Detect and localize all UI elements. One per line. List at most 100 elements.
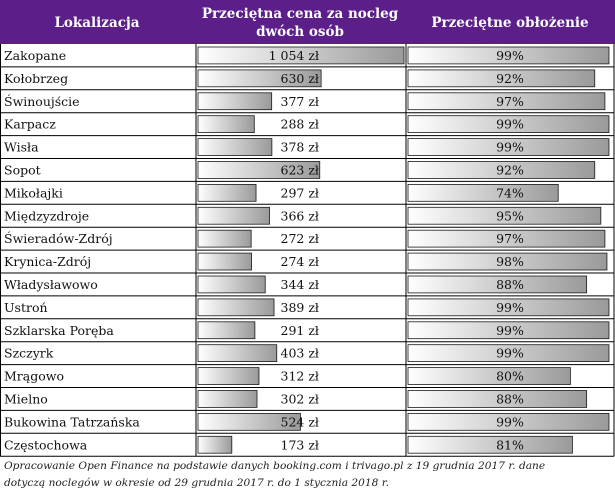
price-bar — [197, 206, 270, 225]
price-bar — [197, 115, 255, 133]
price-bar — [197, 183, 257, 202]
city-label: Władysławowo — [4, 277, 98, 292]
occupancy-label: 99% — [496, 140, 524, 155]
table-rows: Zakopane 1 054 zł 99% Kołobrzeg 630 zł 92% Świ… — [4, 46, 610, 454]
occupancy-label: 97% — [496, 94, 524, 109]
city-label: Ustroń — [4, 300, 48, 315]
city-label: Bukowina Tatrzańska — [4, 414, 140, 429]
price-label: 623 zł — [281, 163, 319, 178]
table-row: Szczyrk 403 zł 99% — [4, 344, 610, 363]
city-label: Mrągowo — [4, 369, 64, 384]
header-occupancy: Przeciętne obłożenie — [431, 15, 588, 31]
city-label: Zakopane — [4, 48, 66, 63]
price-label: 524 zł — [281, 414, 319, 429]
occupancy-label: 95% — [496, 208, 524, 223]
price-bar — [197, 390, 258, 408]
price-label: 288 zł — [281, 117, 319, 132]
price-bar — [197, 252, 252, 271]
city-label: Mielno — [4, 392, 48, 407]
price-label: 274 zł — [281, 254, 319, 269]
occupancy-label: 92% — [496, 163, 524, 178]
occupancy-label: 99% — [496, 300, 524, 315]
price-label: 630 zł — [281, 71, 319, 86]
occupancy-label: 88% — [496, 392, 524, 407]
price-bar — [197, 435, 233, 454]
table-row: Karpacz 288 zł 99% — [4, 115, 610, 133]
price-label: 297 zł — [281, 185, 319, 200]
price-bar — [197, 92, 273, 111]
table-row: Bukowina Tatrzańska 524 zł 99% — [4, 412, 610, 431]
table-row: Szklarska Poręba 291 zł 99% — [4, 321, 610, 340]
table-row: Krynica-Zdrój 274 zł 98% — [4, 252, 608, 271]
table-row: Międzyzdroje 366 zł 95% — [4, 206, 602, 225]
city-label: Sopot — [4, 163, 41, 178]
city-label: Szczyrk — [4, 346, 54, 361]
table-row: Świeradów-Zdrój 272 zł 97% — [4, 229, 606, 248]
occupancy-label: 80% — [496, 369, 524, 384]
price-bar — [197, 229, 252, 248]
occupancy-bar — [407, 321, 610, 340]
occupancy-label: 97% — [496, 231, 524, 246]
city-label: Świeradów-Zdrój — [4, 230, 113, 246]
table-row: Mrągowo 312 zł 80% — [4, 367, 571, 385]
price-bar — [197, 46, 405, 65]
city-label: Mikołajki — [4, 185, 63, 200]
occupancy-label: 74% — [496, 185, 524, 200]
header-price-line2: dwóch osób — [256, 24, 344, 40]
price-bar — [197, 412, 301, 431]
footnote: Opracowanie Open Finance na podstawie da… — [4, 458, 604, 492]
occupancy-label: 99% — [496, 346, 524, 361]
table-row: Częstochowa 173 zł 81% — [4, 435, 573, 454]
price-bar — [197, 275, 266, 294]
city-label: Kołobrzeg — [4, 71, 68, 86]
occupancy-bar — [407, 161, 596, 179]
occupancy-bar — [407, 138, 610, 156]
table-row: Władysławowo 344 zł 88% — [4, 275, 588, 294]
table-row: Sopot 623 zł 92% — [4, 161, 596, 179]
occupancy-bar — [407, 390, 588, 408]
occupancy-label: 99% — [496, 323, 524, 338]
price-label: 1 054 zł — [269, 48, 319, 63]
city-label: Częstochowa — [4, 437, 88, 452]
header-city: Lokalizacja — [54, 15, 139, 31]
occupancy-label: 99% — [496, 48, 524, 63]
table-row: Wisła 378 zł 99% — [4, 138, 610, 156]
price-label: 403 zł — [281, 346, 319, 361]
table-row: Mikołajki 297 zł 74% — [4, 183, 559, 202]
header-band — [0, 0, 615, 44]
price-label: 378 zł — [281, 140, 319, 155]
city-label: Szklarska Poręba — [4, 323, 114, 338]
occupancy-bar — [407, 367, 571, 385]
table-row: Kołobrzeg 630 zł 92% — [4, 69, 596, 88]
price-label: 344 zł — [281, 277, 319, 292]
header-price-line1: Przeciętna cena za nocleg — [202, 6, 399, 22]
city-label: Wisła — [4, 140, 39, 155]
price-bar — [197, 138, 273, 156]
table-row: Mielno 302 zł 88% — [4, 390, 588, 408]
occupancy-bar — [407, 46, 610, 65]
price-label: 302 zł — [281, 392, 319, 407]
price-bar — [197, 344, 278, 363]
footnote-line2: dotyczą noclegów w okresie od 29 grudnia… — [4, 477, 390, 489]
occupancy-bar — [407, 115, 610, 133]
price-label: 173 zł — [281, 437, 319, 452]
occupancy-bar — [407, 183, 559, 202]
occupancy-bar — [407, 412, 610, 431]
occupancy-label: 99% — [496, 414, 524, 429]
occupancy-label: 92% — [496, 71, 524, 86]
price-bar — [197, 367, 260, 385]
city-label: Karpacz — [4, 117, 56, 132]
price-label: 366 zł — [281, 208, 319, 223]
occupancy-bar — [407, 298, 610, 317]
city-label: Międzyzdroje — [4, 208, 89, 223]
price-label: 389 zł — [281, 300, 319, 315]
occupancy-bar — [407, 344, 610, 363]
price-bar — [197, 321, 256, 340]
price-label: 377 zł — [281, 94, 319, 109]
occupancy-bar — [407, 229, 606, 248]
occupancy-bar — [407, 252, 608, 271]
occupancy-label: 99% — [496, 117, 524, 132]
price-label: 291 zł — [281, 323, 319, 338]
city-label: Krynica-Zdrój — [4, 254, 91, 269]
